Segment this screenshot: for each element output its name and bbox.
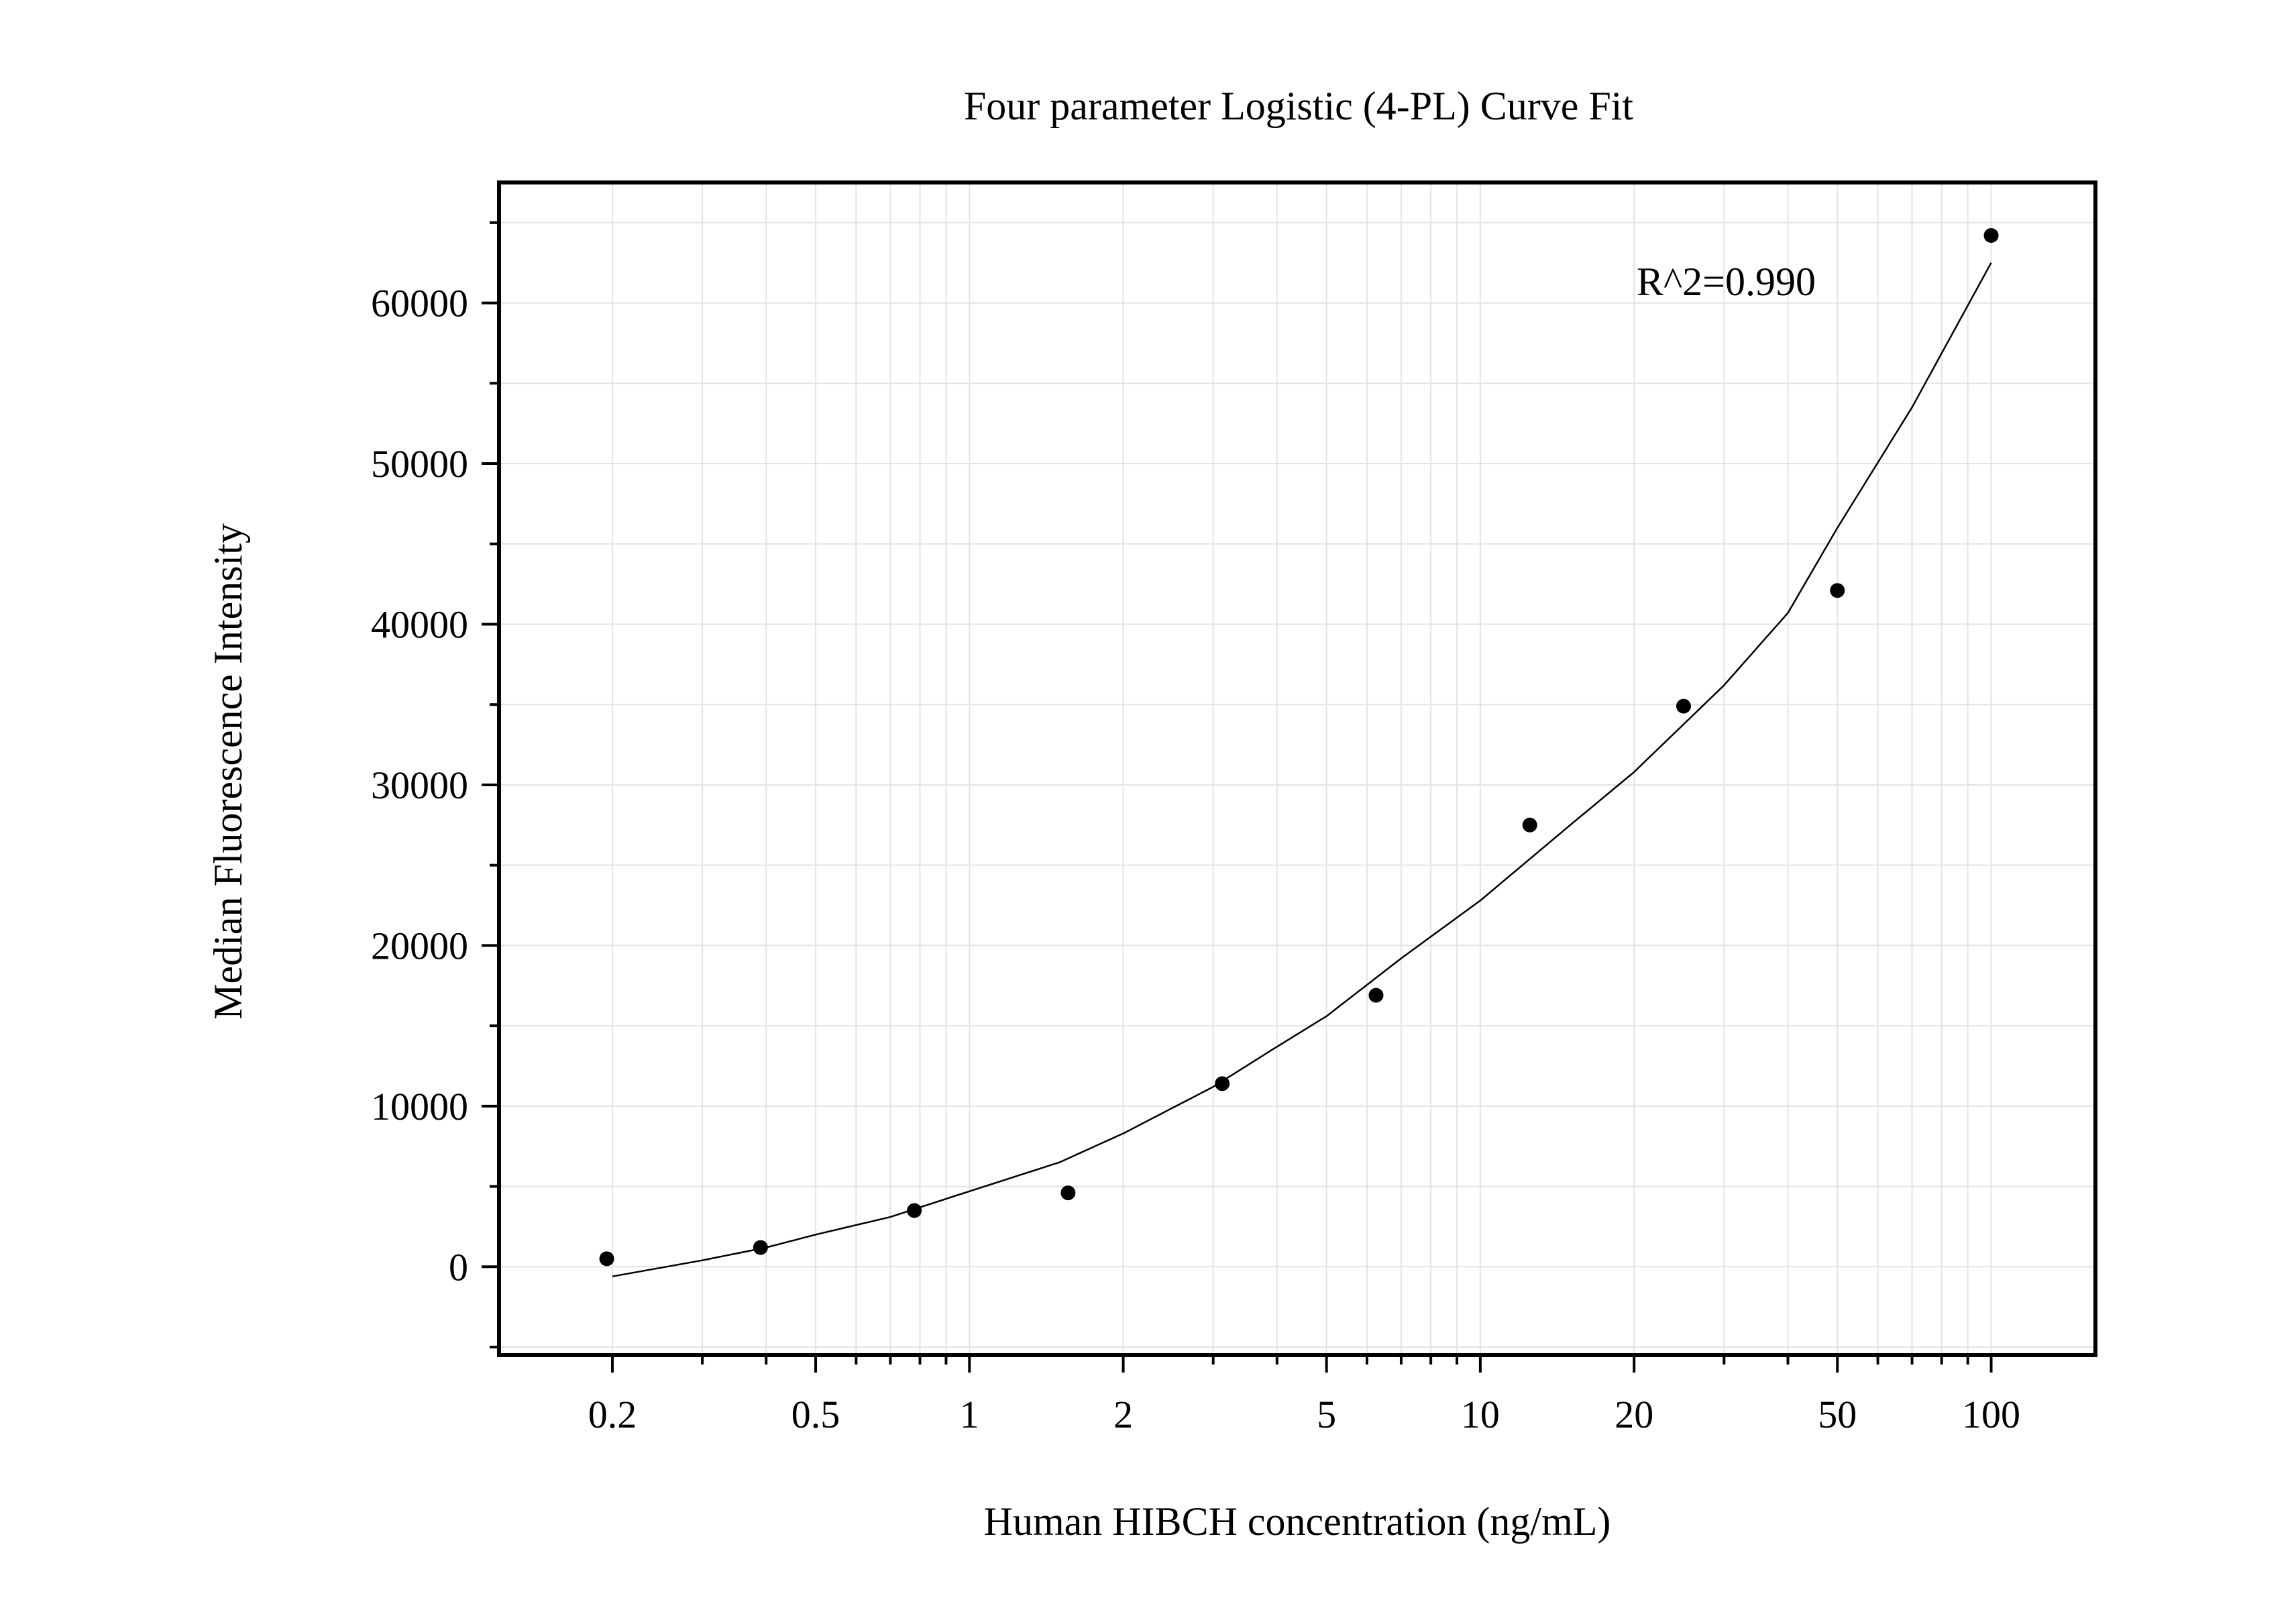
x-tick-label: 100: [1962, 1393, 2020, 1436]
x-tick-label: 5: [1317, 1393, 1336, 1436]
data-point: [907, 1203, 922, 1218]
data-point: [1830, 583, 1845, 598]
data-point: [1983, 228, 1999, 244]
data-point: [599, 1251, 614, 1267]
x-tick-label: 10: [1461, 1393, 1500, 1436]
plot-frame-layer: [497, 180, 2097, 1357]
y-tick-label: 30000: [371, 763, 468, 807]
y-tick-label: 40000: [371, 602, 468, 646]
r2-annotation: R^2=0.990: [1637, 260, 1816, 304]
curve-layer: [612, 262, 1992, 1277]
y-tick-label: 10000: [371, 1085, 468, 1128]
grid-layer: [499, 182, 2095, 1355]
data-point: [1368, 987, 1384, 1003]
plot-frame: [497, 180, 2097, 1357]
data-point: [1522, 817, 1537, 833]
data-point: [1215, 1076, 1230, 1091]
y-tick-label: 0: [449, 1245, 468, 1289]
fit-curve: [612, 262, 1992, 1277]
chart-title: Four parameter Logistic (4-PL) Curve Fit: [964, 84, 1633, 128]
tick-layer: 0.2 0.5 1 2 5 10 20 50 100 0 10000 20000 30000 40000 5…: [371, 221, 2020, 1436]
data-point: [753, 1240, 768, 1255]
y-axis-label: Median Fluorescence Intensity: [206, 523, 250, 1020]
x-tick-label: 0.5: [791, 1393, 840, 1436]
x-tick-label: 50: [1818, 1393, 1857, 1436]
x-tick-label: 20: [1615, 1393, 1653, 1436]
x-axis-label: Human HIBCH concentration (ng/mL): [984, 1499, 1611, 1544]
point-layer: [599, 228, 1999, 1267]
x-tick-label: 2: [1113, 1393, 1133, 1436]
y-tick-label: 60000: [371, 282, 468, 325]
y-tick-label: 50000: [371, 442, 468, 486]
x-tick-label: 0.2: [588, 1393, 637, 1436]
y-tick-label: 20000: [371, 924, 468, 967]
data-point: [1676, 698, 1692, 714]
x-tick-label: 1: [960, 1393, 979, 1436]
data-point: [1060, 1185, 1076, 1201]
